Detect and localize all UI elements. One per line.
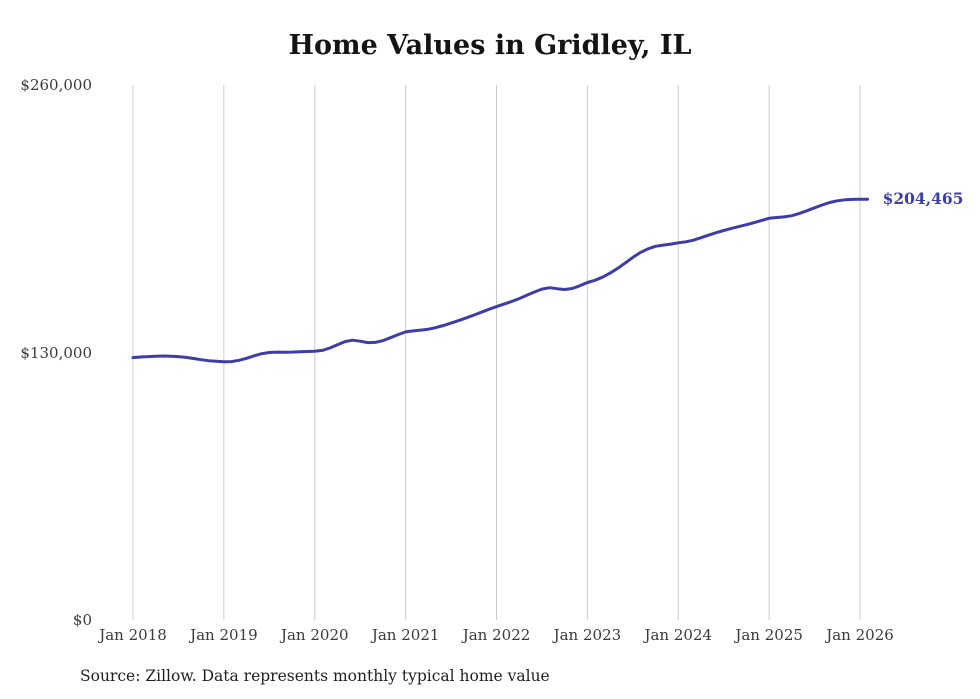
- x-tick-label: Jan 2025: [735, 626, 803, 644]
- x-tick-label: Jan 2020: [280, 626, 349, 644]
- y-tick-label: $0: [72, 611, 92, 629]
- x-tick-label: Jan 2018: [99, 626, 167, 644]
- y-tick-label: $130,000: [20, 343, 92, 362]
- y-tick-label: $260,000: [20, 76, 92, 94]
- chart-title: Home Values in Gridley, IL: [288, 30, 692, 61]
- end-value-label: $204,465: [882, 189, 964, 209]
- source-note: Source: Zillow. Data represents monthly …: [80, 667, 550, 685]
- home-value-line: [131, 197, 870, 364]
- x-tick-label: Jan 2021: [371, 626, 440, 644]
- x-tick-label: Jan 2026: [826, 626, 894, 644]
- x-tick-label: Jan 2024: [644, 626, 713, 644]
- x-tick-label: Jan 2022: [462, 626, 531, 644]
- x-tick-label: Jan 2019: [190, 626, 258, 644]
- x-tick-label: Jan 2023: [553, 626, 622, 644]
